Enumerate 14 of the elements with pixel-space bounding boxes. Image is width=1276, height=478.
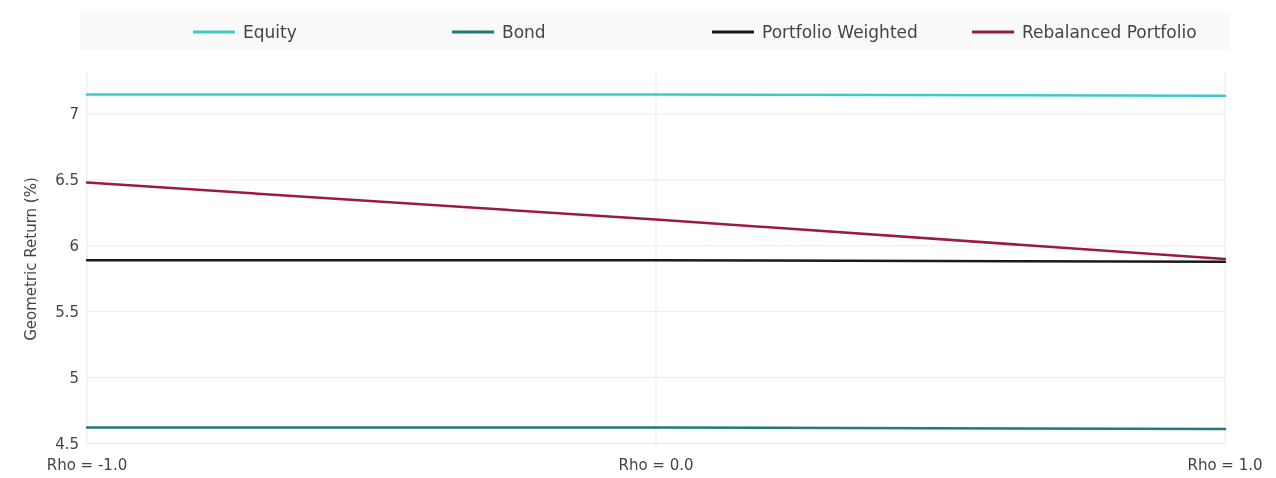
y-tick-label: 5.5 bbox=[55, 302, 79, 321]
x-tick-label: Rho = 0.0 bbox=[618, 456, 694, 474]
y-tick-label: 6 bbox=[69, 237, 79, 256]
x-tick-label: Rho = -1.0 bbox=[46, 456, 128, 474]
y-tick-label: 4.5 bbox=[55, 434, 79, 453]
legend-label: Rebalanced Portfolio bbox=[1022, 21, 1197, 42]
y-tick-label: 7 bbox=[69, 105, 79, 124]
y-axis-title: Geometric Return (%) bbox=[22, 177, 40, 341]
legend-label: Equity bbox=[243, 21, 297, 42]
y-tick-label: 5 bbox=[69, 368, 79, 387]
legend-label: Bond bbox=[502, 21, 546, 42]
x-tick-label: Rho = 1.0 bbox=[1187, 456, 1263, 474]
legend-label: Portfolio Weighted bbox=[762, 21, 918, 42]
y-tick-label: 6.5 bbox=[55, 171, 79, 190]
